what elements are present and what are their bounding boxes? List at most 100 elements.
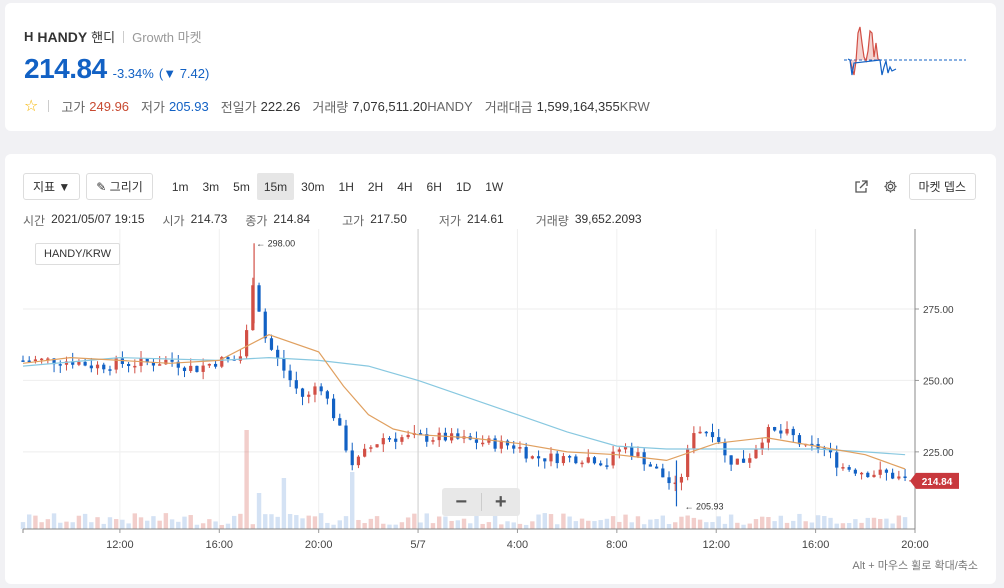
volume-bar xyxy=(27,514,32,529)
volume-bar xyxy=(381,523,386,529)
candle-body xyxy=(512,445,516,449)
volume-bar xyxy=(157,520,162,529)
ohlc-close-label: 종가 xyxy=(245,214,268,228)
candle-body xyxy=(505,440,510,446)
timeframe-6H[interactable]: 6H xyxy=(426,179,442,194)
timeframe-1D[interactable]: 1D xyxy=(455,179,472,194)
candle-body xyxy=(71,361,75,365)
volume-bar xyxy=(772,521,777,529)
candles xyxy=(21,243,907,507)
volume-bar xyxy=(225,523,231,529)
y-tick-label: 275.00 xyxy=(923,305,954,316)
volume-bar xyxy=(617,521,622,529)
timeframe-1H[interactable]: 1H xyxy=(338,179,354,194)
x-tick-label: 16:00 xyxy=(206,539,234,551)
volume-bar xyxy=(455,520,461,529)
candle-body xyxy=(735,458,739,465)
timeframe-30m[interactable]: 30m xyxy=(301,179,325,194)
volume-value: 7,076,511.20 xyxy=(352,98,428,114)
volume-bar xyxy=(641,524,647,529)
zoom-out-button[interactable]: − xyxy=(455,490,468,513)
timeframe-5m[interactable]: 5m xyxy=(233,179,250,194)
volume-bar xyxy=(523,524,529,529)
volume-bar xyxy=(815,515,821,529)
ohlc-high-label: 고가 xyxy=(342,214,365,228)
volume-bar xyxy=(188,515,193,529)
timeframe-1W[interactable]: 1W xyxy=(485,179,504,194)
candle-body xyxy=(170,359,174,362)
candle-body xyxy=(748,458,752,463)
volume-bar xyxy=(132,513,138,529)
external-link-icon[interactable] xyxy=(849,173,873,200)
draw-button[interactable]: ✎ 그리기 xyxy=(86,173,153,200)
market-depth-button[interactable]: 마켓 뎁스 xyxy=(908,173,976,200)
timeframe-4H[interactable]: 4H xyxy=(397,179,413,194)
volume-bar xyxy=(45,519,51,529)
volume-bar xyxy=(95,517,100,529)
volume-bar xyxy=(803,521,808,529)
candle-body xyxy=(773,427,777,431)
change-amount: 7.42 xyxy=(179,66,205,81)
candle-body xyxy=(189,365,193,372)
candle-body xyxy=(64,361,69,365)
candlestick-chart[interactable]: 275.00 250.00 225.00 12:00 16:00 20:00 5/7 4:00… xyxy=(5,154,996,584)
volume-bar xyxy=(449,520,454,529)
volume-bar xyxy=(461,518,467,529)
candle-body xyxy=(400,437,404,442)
volume-bar xyxy=(610,516,616,529)
candle-body xyxy=(679,476,684,483)
candle-body xyxy=(853,469,857,474)
volume-bar xyxy=(697,519,703,529)
candle-body xyxy=(561,456,566,464)
candle-body xyxy=(779,430,783,434)
volume-bar xyxy=(660,515,666,529)
volume-bar xyxy=(896,515,902,529)
timeframe-2H[interactable]: 2H xyxy=(367,179,384,194)
volume-bar xyxy=(350,472,355,529)
volume-bar xyxy=(151,516,156,529)
candle-body xyxy=(859,472,864,475)
candle-body xyxy=(797,435,802,445)
candle-body xyxy=(375,444,379,448)
volume-bar xyxy=(517,523,523,529)
favorite-star-icon[interactable]: ☆ xyxy=(24,98,39,115)
zoom-control: − + xyxy=(442,488,520,516)
high-value: 249.96 xyxy=(89,98,130,114)
candle-body xyxy=(543,458,547,462)
volume-bar xyxy=(412,513,417,529)
candle-body xyxy=(791,428,795,436)
timeframe-1m[interactable]: 1m xyxy=(171,179,189,194)
chart-axes: 275.00 250.00 225.00 12:00 16:00 20:00 5/7 4:00… xyxy=(22,229,954,551)
ohlc-low-value: 214.61 xyxy=(467,212,504,226)
candle-body xyxy=(176,361,180,368)
candle-body xyxy=(636,452,640,457)
candle-body xyxy=(114,358,118,370)
ticker-summary-card: H HANDY 핸디 Growth 마켓 214.84 -3.34% (▼ 7.… xyxy=(5,3,996,131)
candle-body xyxy=(493,438,497,449)
candle-body xyxy=(866,472,870,478)
candle-body xyxy=(77,361,81,365)
volume-bar xyxy=(648,519,653,529)
candle-body xyxy=(599,463,603,466)
chart-toolbar: 지표 ▼ ✎ 그리기 1m 3m 5m 15m 30m 1H 2H 4H 6H 1D 1W xyxy=(23,173,510,200)
x-tick-label: 20:00 xyxy=(901,539,929,551)
timeframe-15m[interactable]: 15m xyxy=(256,173,295,200)
indicator-button[interactable]: 지표 ▼ xyxy=(23,173,81,200)
candle-body xyxy=(89,365,93,369)
candle-body xyxy=(182,367,187,372)
zoom-in-button[interactable]: + xyxy=(494,490,507,513)
ohlc-low-label: 저가 xyxy=(438,214,461,228)
volume-bar xyxy=(536,514,541,529)
x-tick-label: 5/7 xyxy=(410,539,425,551)
volume-bar xyxy=(579,518,585,529)
timeframe-3m[interactable]: 3m xyxy=(202,179,220,194)
candle-body xyxy=(350,450,354,466)
candle-body xyxy=(698,431,702,434)
zoom-divider xyxy=(480,493,482,511)
down-arrow-icon: ▼ xyxy=(163,66,177,81)
volume-bar xyxy=(654,519,659,529)
volume-bar xyxy=(828,517,833,529)
volume-bar xyxy=(666,523,672,529)
volume-bar xyxy=(548,514,554,529)
gear-icon[interactable] xyxy=(879,173,903,200)
